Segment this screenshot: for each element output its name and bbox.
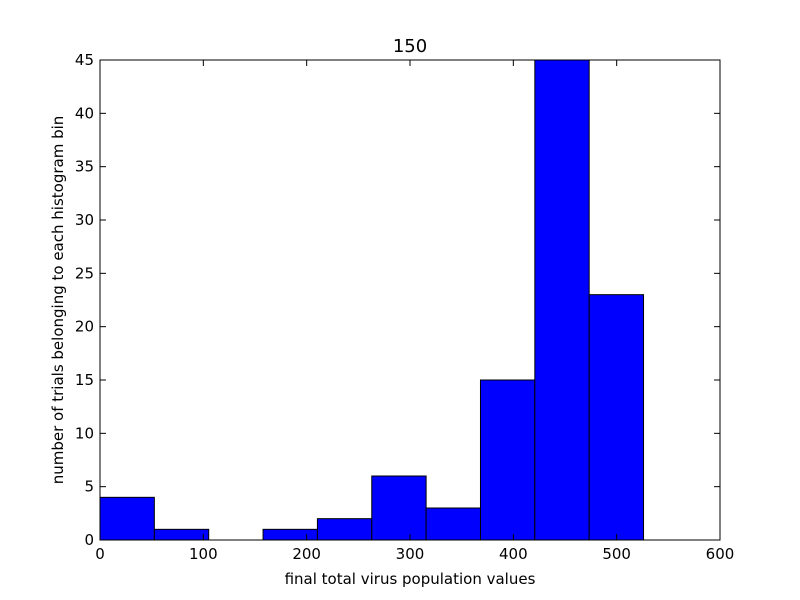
ticks-group: 0 100 200 300 400 500 600 0 5 10 15 20 25 30 35 40 45 <box>75 51 734 563</box>
y-tick-label: 0 <box>84 531 94 549</box>
histogram-bar-7 <box>479 379 536 541</box>
y-tick-label: 30 <box>75 211 94 229</box>
y-axis-label: number of trials belonging to each histo… <box>49 116 67 485</box>
y-tick-label: 5 <box>84 478 94 496</box>
histogram-bar-9 <box>588 294 645 541</box>
histogram-bar-3 <box>262 528 318 541</box>
y-tick-label: 45 <box>75 51 94 69</box>
y-tick-label: 20 <box>75 318 94 336</box>
y-tick-label: 10 <box>75 424 94 442</box>
x-tick-label: 200 <box>292 545 321 563</box>
x-tick-label: 300 <box>396 545 425 563</box>
x-tick-label: 100 <box>189 545 218 563</box>
x-axis-label: final total virus population values <box>285 570 536 588</box>
histogram-bar-5 <box>371 475 427 541</box>
x-tick-label: 0 <box>95 545 105 563</box>
histogram-bar-6 <box>425 507 481 541</box>
y-tick-label: 35 <box>75 158 94 176</box>
x-tick-label: 400 <box>499 545 528 563</box>
histogram-bar-4 <box>316 518 373 541</box>
y-tick-label: 15 <box>75 371 94 389</box>
histogram-bar-1 <box>153 528 210 541</box>
histogram-bar-0 <box>99 496 155 541</box>
x-tick-label: 500 <box>602 545 631 563</box>
x-tick-label: 600 <box>706 545 735 563</box>
chart-title: 150 <box>393 36 427 57</box>
y-tick-label: 25 <box>75 264 94 282</box>
bars-group <box>99 59 645 541</box>
y-tick-label: 40 <box>75 104 94 122</box>
histogram-bar-8 <box>534 59 590 541</box>
